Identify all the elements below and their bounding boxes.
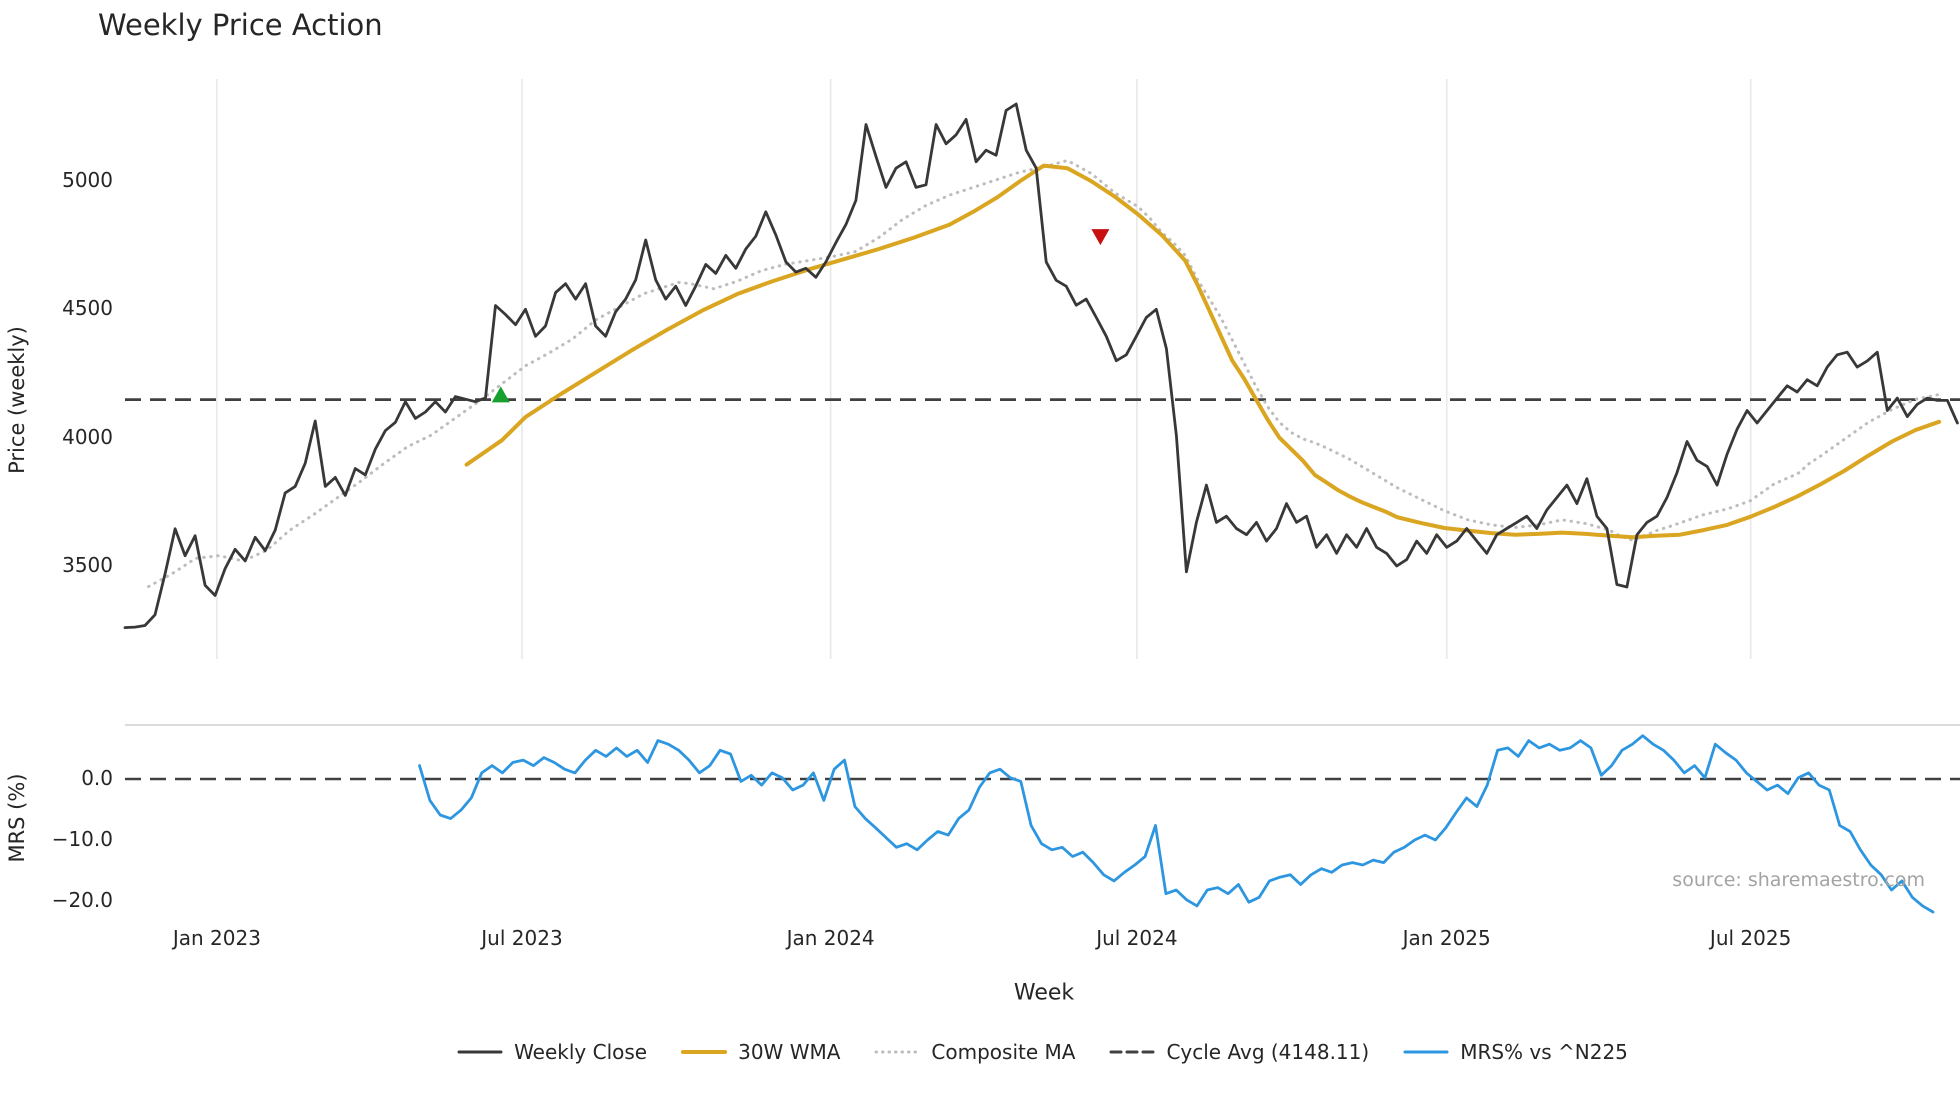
mrs-swatch-icon [1403,1050,1449,1054]
x-tick-label: Jan 2024 [786,926,875,950]
legend-item-composite-ma: Composite MA [874,1040,1075,1064]
legend-label-30w-wma: 30W WMA [738,1040,841,1064]
legend-item-mrs: MRS% vs ^N225 [1403,1040,1628,1064]
price-y-tick-label: 4000 [62,424,113,449]
buy-signal-marker [491,386,510,403]
wma-swatch-icon [681,1050,728,1054]
x-tick-label: Jul 2024 [1096,926,1178,950]
source-watermark: source: sharemaestro.com [1672,869,1925,891]
x-tick-label: Jan 2023 [172,926,261,950]
mrs-y-tick-label: −10.0 [51,827,113,851]
legend-label-cycle-avg: Cycle Avg (4148.11) [1166,1040,1370,1064]
weekly-close-line [123,102,1959,629]
price-y-tick-label: 5000 [62,168,113,192]
legend-label-mrs: MRS% vs ^N225 [1460,1040,1628,1064]
legend-label-composite-ma: Composite MA [931,1040,1076,1064]
composite-ma-swatch-icon [874,1050,920,1054]
composite-ma-line [147,159,1941,588]
legend: Weekly Close 30W WMA Composite MA Cycle … [125,1036,1960,1068]
x-axis-label: Week [1013,980,1075,1006]
mrs-y-tick-label: 0.0 [81,766,113,790]
legend-label-weekly-close: Weekly Close [514,1040,648,1064]
weekly-close-swatch-icon [457,1050,503,1054]
x-tick-label: Jul 2023 [481,926,563,950]
mrs-vs-n225-line [418,734,1935,914]
30w-wma-line [464,163,1942,540]
sell-signal-marker [1091,229,1110,246]
x-tick-label: Jan 2025 [1402,926,1491,950]
legend-item-weekly-close: Weekly Close [457,1040,647,1064]
legend-item-30w-wma: 30W WMA [681,1040,840,1064]
price-y-tick-label: 3500 [62,553,113,577]
legend-item-cycle-avg: Cycle Avg (4148.11) [1109,1040,1369,1064]
mrs-y-tick-label: −20.0 [51,888,113,912]
price-axis-label: Price (weekly) [5,326,29,474]
mrs-axis-label: MRS (%) [5,773,29,863]
x-tick-label: Jul 2025 [1709,926,1792,950]
price-y-tick-label: 4500 [62,296,113,321]
chart-title: Weekly Price Action [98,8,383,42]
cycle-avg-swatch-icon [1109,1050,1155,1054]
